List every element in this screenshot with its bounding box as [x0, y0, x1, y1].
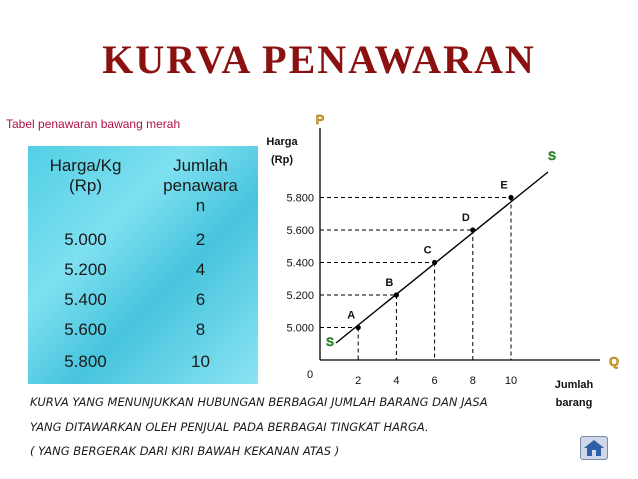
supply-table: Harga/Kg (Rp) Jumlah penawara n 5.000 2 …	[28, 146, 258, 384]
x-tick-label: 6	[432, 375, 438, 387]
origin-label: 0	[307, 369, 313, 381]
y-tick-label: 5.600	[286, 225, 314, 237]
point-C	[432, 259, 438, 266]
home-icon	[584, 440, 604, 456]
x-tick-label: 10	[505, 375, 517, 387]
table-cell-price: 5.400	[64, 290, 107, 309]
table-cell-quantity: 10	[191, 352, 210, 371]
x-axis-label: Jumlah	[555, 379, 594, 391]
table-cell-quantity: 8	[195, 320, 206, 339]
slide-title: KURVA PENAWARAN	[102, 37, 536, 82]
description-line-1: KURVA YANG MENUNJUKKAN HUBUNGAN BERBAGAI…	[30, 395, 488, 409]
table-header-quantity: Jumlah penawara n	[163, 156, 238, 215]
point-B	[393, 292, 399, 298]
table-caption: Tabel penawaran bawang merah	[6, 117, 181, 131]
table-cell-price: 5.200	[64, 260, 107, 279]
x-axis-unit: barang	[556, 397, 593, 409]
table-cell-quantity: 4	[195, 260, 206, 279]
table-cell-price: 5.000	[64, 230, 107, 249]
description-line-2: YANG DITAWARKAN OLEH PENJUAL PADA BERBAG…	[30, 420, 429, 434]
y-axis-label: Harga	[266, 136, 298, 148]
x-tick-label: 2	[355, 375, 361, 387]
table-cell-quantity: 2	[195, 230, 206, 249]
point-D	[470, 227, 476, 233]
supply-curve-line	[335, 171, 549, 344]
home-button[interactable]	[580, 436, 608, 460]
point-label: E	[500, 180, 507, 192]
point-E	[508, 194, 514, 201]
table-header-price: Harga/Kg (Rp)	[49, 156, 122, 195]
y-tick-label: 5.400	[286, 258, 314, 270]
x-tick-label: 8	[470, 375, 476, 387]
point-label: A	[347, 310, 355, 322]
point-label: B	[385, 277, 393, 289]
x-axis-letter: Q	[609, 354, 619, 369]
table-cell-price: 5.600	[64, 320, 107, 339]
curve-label-start: S	[326, 335, 334, 349]
x-tick-label: 4	[393, 375, 399, 387]
point-A	[355, 324, 361, 331]
curve-label-end: S	[548, 149, 556, 163]
y-axis-letter: P	[316, 112, 325, 127]
y-tick-label: 5.000	[286, 323, 314, 335]
y-axis-unit: (Rp)	[271, 154, 293, 166]
y-tick-label: 5.200	[286, 290, 314, 302]
point-label: C	[424, 245, 432, 257]
y-tick-label: 5.800	[286, 193, 314, 205]
table-cell-price: 5.800	[64, 352, 107, 371]
point-label: D	[462, 212, 470, 224]
table-cell-quantity: 6	[195, 290, 206, 309]
description-line-3: ( YANG BERGERAK DARI KIRI BAWAH KEKANAN …	[30, 444, 340, 458]
